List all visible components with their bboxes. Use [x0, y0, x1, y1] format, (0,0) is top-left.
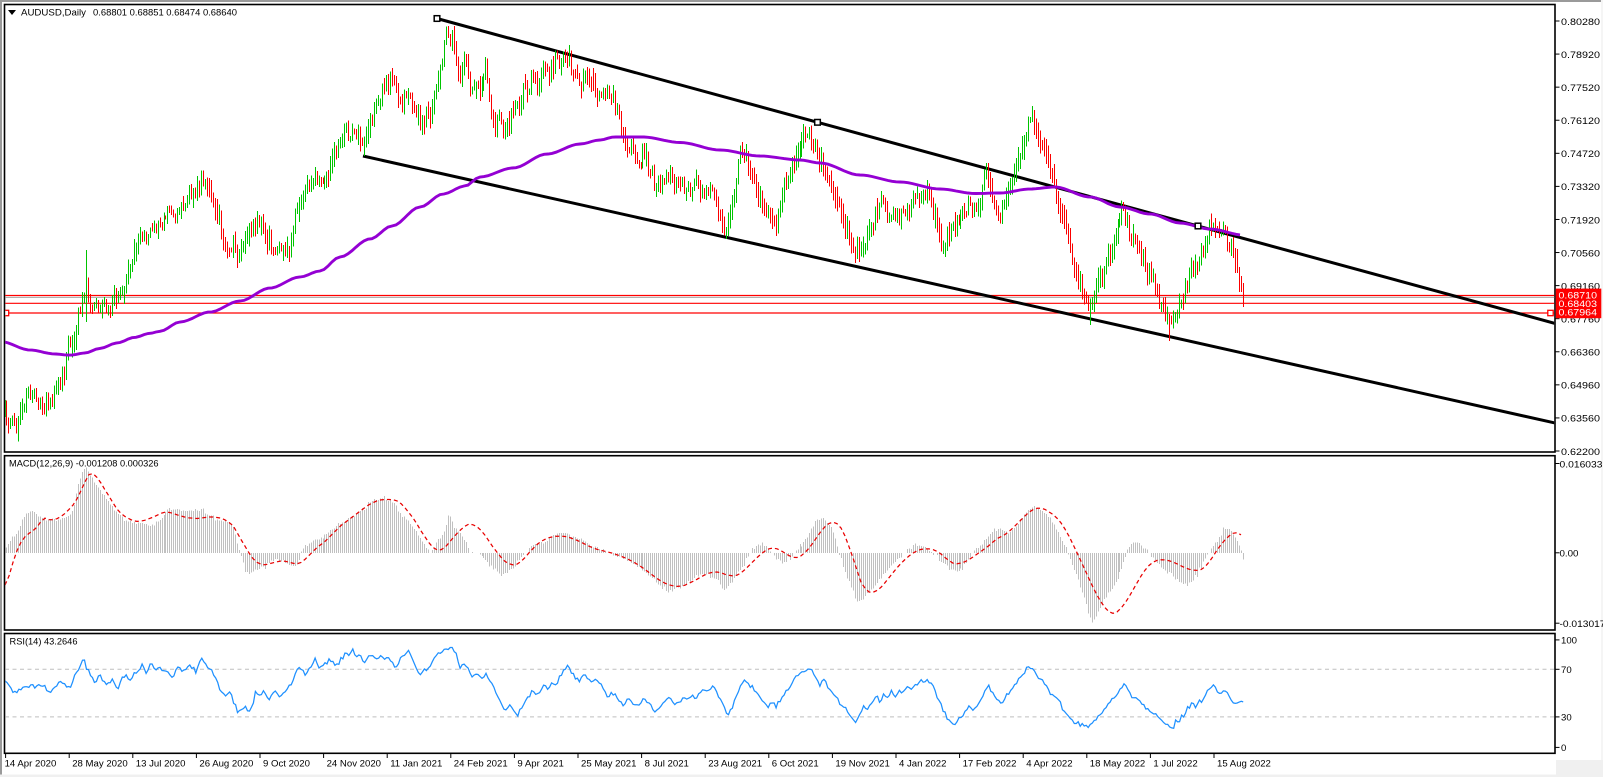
svg-text:0.63560: 0.63560 [1561, 414, 1600, 425]
svg-text:0.80280: 0.80280 [1561, 17, 1600, 28]
svg-text:0.67964: 0.67964 [1559, 307, 1598, 318]
svg-text:0.74720: 0.74720 [1561, 149, 1600, 160]
svg-text:0.78920: 0.78920 [1561, 50, 1600, 61]
svg-text:4 Jan 2022: 4 Jan 2022 [899, 759, 946, 770]
svg-text:0.62200: 0.62200 [1561, 447, 1600, 458]
svg-text:17 Feb 2022: 17 Feb 2022 [963, 759, 1017, 770]
svg-text:0.016033: 0.016033 [1560, 459, 1603, 470]
svg-text:15 Aug 2022: 15 Aug 2022 [1217, 759, 1271, 770]
svg-text:19 Nov 2021: 19 Nov 2021 [835, 759, 889, 770]
svg-text:0.73320: 0.73320 [1561, 182, 1600, 193]
svg-text:MACD(12,26,9) -0.001208 0.0003: MACD(12,26,9) -0.001208 0.000326 [9, 459, 159, 470]
svg-text:0.76120: 0.76120 [1561, 116, 1600, 127]
svg-text:28 May 2020: 28 May 2020 [72, 759, 127, 770]
svg-text:8 Jul 2021: 8 Jul 2021 [645, 759, 689, 770]
svg-text:9 Apr 2021: 9 Apr 2021 [517, 759, 563, 770]
svg-text:0.68710: 0.68710 [1559, 291, 1598, 302]
svg-text:9 Oct 2020: 9 Oct 2020 [263, 759, 310, 770]
svg-text:1 Jul 2022: 1 Jul 2022 [1153, 759, 1197, 770]
svg-text:11 Jan 2021: 11 Jan 2021 [390, 759, 442, 770]
svg-text:23 Aug 2021: 23 Aug 2021 [708, 759, 762, 770]
svg-text:30: 30 [1561, 713, 1572, 724]
svg-text:24 Nov 2020: 24 Nov 2020 [327, 759, 381, 770]
svg-text:0.66360: 0.66360 [1561, 348, 1600, 359]
svg-text:18 May 2022: 18 May 2022 [1090, 759, 1145, 770]
svg-text:0.68801 0.68851 0.68474 0.6864: 0.68801 0.68851 0.68474 0.68640 [93, 8, 237, 19]
svg-text:26 Aug 2020: 26 Aug 2020 [199, 759, 253, 770]
svg-text:13 Jul 2020: 13 Jul 2020 [136, 759, 186, 770]
svg-text:0.00: 0.00 [1560, 549, 1579, 560]
svg-text:AUDUSD,Daily: AUDUSD,Daily [21, 8, 86, 19]
svg-text:6 Oct 2021: 6 Oct 2021 [772, 759, 819, 770]
svg-text:0.69160: 0.69160 [1561, 281, 1600, 292]
svg-text:25 May 2021: 25 May 2021 [581, 759, 636, 770]
svg-text:0.70560: 0.70560 [1561, 248, 1600, 259]
svg-text:0.71920: 0.71920 [1561, 215, 1600, 226]
svg-text:0.68403: 0.68403 [1559, 299, 1598, 310]
svg-text:24 Feb 2021: 24 Feb 2021 [454, 759, 508, 770]
svg-text:100: 100 [1561, 636, 1577, 647]
svg-text:-0.013017: -0.013017 [1560, 619, 1603, 630]
svg-text:14 Apr 2020: 14 Apr 2020 [5, 759, 57, 770]
svg-text:4 Apr 2022: 4 Apr 2022 [1026, 759, 1072, 770]
svg-text:0.64960: 0.64960 [1561, 381, 1600, 392]
svg-text:RSI(14) 43.2646: RSI(14) 43.2646 [10, 637, 78, 648]
svg-text:0.77520: 0.77520 [1561, 83, 1600, 94]
svg-text:0: 0 [1561, 743, 1566, 754]
svg-text:70: 70 [1561, 665, 1572, 676]
svg-text:0.67760: 0.67760 [1561, 314, 1600, 325]
